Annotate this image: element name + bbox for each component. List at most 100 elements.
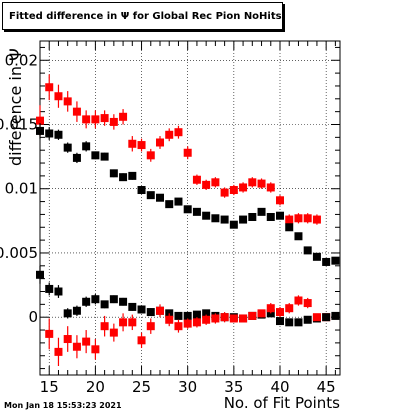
data-point: [248, 212, 257, 221]
data-point: [91, 115, 100, 124]
data-point: [312, 252, 321, 261]
data-point: [91, 151, 100, 160]
data-point: [109, 169, 118, 178]
data-point: [82, 297, 91, 306]
data-point: [91, 295, 100, 304]
data-point: [100, 114, 109, 123]
data-point: [119, 318, 128, 327]
axis-ticks: [39, 41, 340, 375]
data-point: [192, 310, 201, 319]
data-point: [239, 314, 248, 323]
data-point: [294, 214, 303, 223]
data-point: [229, 186, 238, 195]
data-point: [128, 318, 137, 327]
data-point: [303, 214, 312, 223]
data-point: [248, 311, 257, 320]
data-point: [100, 322, 109, 331]
data-point: [100, 152, 109, 161]
data-point: [45, 83, 54, 92]
data-point: [36, 126, 44, 135]
data-point: [45, 129, 54, 138]
data-point: [276, 211, 284, 220]
data-point: [248, 178, 257, 187]
data-point: [72, 153, 81, 162]
y-tick-label: 0.02: [5, 51, 38, 69]
x-tick-label: 35: [224, 378, 243, 396]
data-point: [137, 141, 146, 150]
data-point: [266, 304, 275, 313]
y-tick-label: 0.005: [0, 244, 38, 262]
data-point: [119, 173, 128, 182]
data-point: [211, 314, 220, 323]
data-point: [54, 347, 63, 356]
data-point: [137, 305, 146, 314]
data-point: [285, 223, 294, 232]
data-point: [239, 215, 248, 224]
data-point: [72, 107, 81, 116]
x-tick-label: 30: [178, 378, 197, 396]
data-point: [156, 306, 164, 315]
data-point: [146, 191, 155, 200]
data-point: [294, 318, 303, 327]
data-point: [146, 151, 155, 160]
data-point: [109, 117, 118, 126]
data-point: [119, 297, 128, 306]
x-tick-label: 15: [40, 378, 59, 396]
data-point: [165, 200, 174, 209]
data-point: [276, 308, 284, 317]
data-point: [192, 318, 201, 327]
data-point: [91, 345, 100, 354]
data-point: [312, 313, 321, 322]
data-point: [229, 220, 238, 229]
data-point: [63, 143, 72, 152]
data-point: [192, 175, 201, 184]
x-tick-label: 25: [132, 378, 151, 396]
data-point: [202, 180, 211, 189]
x-tick-label: 45: [317, 378, 336, 396]
data-point: [36, 116, 44, 125]
data-point: [72, 306, 81, 315]
data-point: [183, 319, 192, 328]
data-point: [322, 257, 331, 266]
data-point: [183, 311, 192, 320]
data-point: [192, 207, 201, 216]
data-point: [202, 309, 211, 318]
x-tick-label: 40: [270, 378, 289, 396]
data-marks: [36, 74, 340, 367]
data-point: [220, 188, 229, 197]
data-point: [220, 313, 229, 322]
data-point: [128, 139, 137, 148]
data-point: [257, 179, 266, 188]
data-point: [276, 317, 284, 326]
data-point: [45, 329, 54, 338]
data-point: [137, 336, 146, 345]
data-point: [45, 284, 54, 293]
data-point: [276, 196, 284, 205]
data-point: [183, 148, 192, 157]
data-point: [165, 130, 174, 139]
data-point: [109, 328, 118, 337]
data-point: [202, 211, 211, 220]
x-tick-label: 20: [86, 378, 105, 396]
data-point: [211, 178, 220, 187]
data-point: [109, 295, 118, 304]
data-point: [54, 130, 63, 139]
data-point: [82, 337, 91, 346]
data-point: [202, 315, 211, 324]
data-point: [82, 115, 91, 124]
data-point: [63, 97, 72, 106]
data-point: [322, 313, 331, 322]
x-axis-label: No. of Fit Points: [223, 394, 340, 412]
data-point: [312, 215, 321, 224]
data-point: [63, 335, 72, 344]
data-point: [303, 246, 312, 255]
data-point: [54, 287, 63, 296]
data-point: [285, 215, 294, 224]
data-point: [72, 342, 81, 351]
data-point: [63, 309, 72, 318]
data-point: [119, 112, 128, 121]
data-point: [54, 92, 63, 101]
data-point: [174, 128, 183, 137]
data-point: [128, 171, 137, 180]
